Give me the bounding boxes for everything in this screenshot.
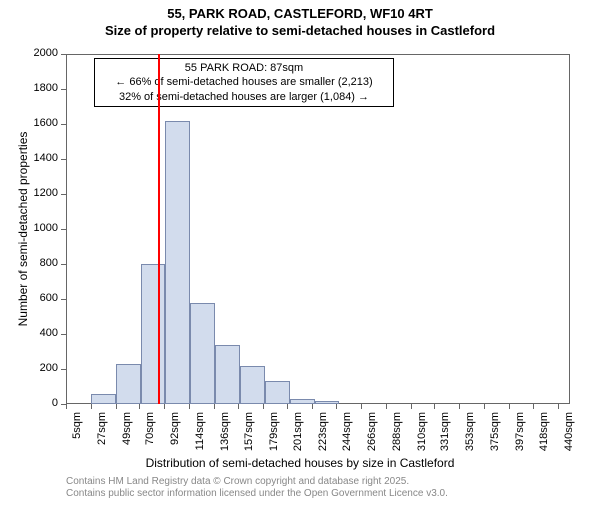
xtick-mark: [263, 404, 264, 409]
histogram-bar: [215, 345, 240, 405]
histogram-bar: [290, 399, 315, 404]
xtick-mark: [116, 404, 117, 409]
xtick-mark: [386, 404, 387, 409]
annotation-line-3: 32% of semi-detached houses are larger (…: [99, 90, 389, 104]
histogram-bar: [265, 381, 290, 404]
xtick-label: 92sqm: [169, 412, 181, 472]
xtick-label: 288sqm: [391, 412, 403, 472]
xtick-label: 397sqm: [514, 412, 526, 472]
xtick-mark: [287, 404, 288, 409]
xtick-mark: [533, 404, 534, 409]
xtick-mark: [336, 404, 337, 409]
annotation-line-1: 55 PARK ROAD: 87sqm: [99, 61, 389, 75]
histogram-bar: [141, 264, 166, 404]
ytick-label: 1000: [18, 222, 58, 234]
xtick-label: 353sqm: [464, 412, 476, 472]
xtick-label: 5sqm: [71, 412, 83, 472]
title-subtitle: Size of property relative to semi-detach…: [0, 23, 600, 38]
title-address: 55, PARK ROAD, CASTLEFORD, WF10 4RT: [0, 6, 600, 21]
xtick-label: 70sqm: [144, 412, 156, 472]
ytick-label: 800: [18, 257, 58, 269]
ytick-label: 600: [18, 292, 58, 304]
ytick-label: 400: [18, 327, 58, 339]
xtick-label: 266sqm: [366, 412, 378, 472]
ytick-label: 200: [18, 362, 58, 374]
xtick-label: 136sqm: [219, 412, 231, 472]
ytick-mark: [61, 334, 66, 335]
ytick-label: 0: [18, 397, 58, 409]
xtick-mark: [312, 404, 313, 409]
xtick-mark: [558, 404, 559, 409]
xtick-mark: [484, 404, 485, 409]
histogram-bar: [190, 303, 215, 405]
histogram-bar: [165, 121, 190, 405]
attribution-line-2: Contains public sector information licen…: [66, 488, 448, 500]
histogram-bar: [116, 364, 141, 404]
marker-line: [158, 54, 160, 404]
xtick-label: 49sqm: [121, 412, 133, 472]
annotation-box: 55 PARK ROAD: 87sqm ← 66% of semi-detach…: [94, 58, 394, 107]
ytick-label: 1800: [18, 82, 58, 94]
xtick-mark: [434, 404, 435, 409]
xtick-mark: [164, 404, 165, 409]
chart-container: 55, PARK ROAD, CASTLEFORD, WF10 4RT Size…: [0, 6, 600, 506]
histogram-bar: [91, 394, 116, 405]
xtick-mark: [411, 404, 412, 409]
xtick-mark: [509, 404, 510, 409]
ytick-label: 1200: [18, 187, 58, 199]
xtick-label: 440sqm: [563, 412, 575, 472]
xtick-mark: [139, 404, 140, 409]
xtick-mark: [189, 404, 190, 409]
ytick-label: 2000: [18, 47, 58, 59]
ytick-mark: [61, 159, 66, 160]
attribution-text: Contains HM Land Registry data © Crown c…: [66, 476, 448, 500]
ytick-mark: [61, 299, 66, 300]
xtick-mark: [361, 404, 362, 409]
xtick-label: 114sqm: [194, 412, 206, 472]
xtick-label: 418sqm: [538, 412, 550, 472]
xtick-label: 244sqm: [341, 412, 353, 472]
ytick-label: 1600: [18, 117, 58, 129]
xtick-label: 157sqm: [243, 412, 255, 472]
xtick-label: 331sqm: [439, 412, 451, 472]
xtick-mark: [459, 404, 460, 409]
xtick-label: 201sqm: [292, 412, 304, 472]
annotation-line-2: ← 66% of semi-detached houses are smalle…: [99, 75, 389, 89]
ytick-mark: [61, 194, 66, 195]
xtick-label: 310sqm: [416, 412, 428, 472]
ytick-mark: [61, 54, 66, 55]
histogram-bar: [315, 401, 340, 405]
xtick-mark: [238, 404, 239, 409]
xtick-mark: [66, 404, 67, 409]
xtick-label: 27sqm: [96, 412, 108, 472]
ytick-mark: [61, 229, 66, 230]
histogram-bar: [240, 366, 265, 405]
xtick-mark: [214, 404, 215, 409]
ytick-mark: [61, 264, 66, 265]
xtick-label: 179sqm: [268, 412, 280, 472]
xtick-mark: [91, 404, 92, 409]
xtick-label: 375sqm: [489, 412, 501, 472]
ytick-mark: [61, 89, 66, 90]
attribution-line-1: Contains HM Land Registry data © Crown c…: [66, 476, 448, 488]
ytick-mark: [61, 124, 66, 125]
ytick-label: 1400: [18, 152, 58, 164]
ytick-mark: [61, 369, 66, 370]
xtick-label: 223sqm: [317, 412, 329, 472]
